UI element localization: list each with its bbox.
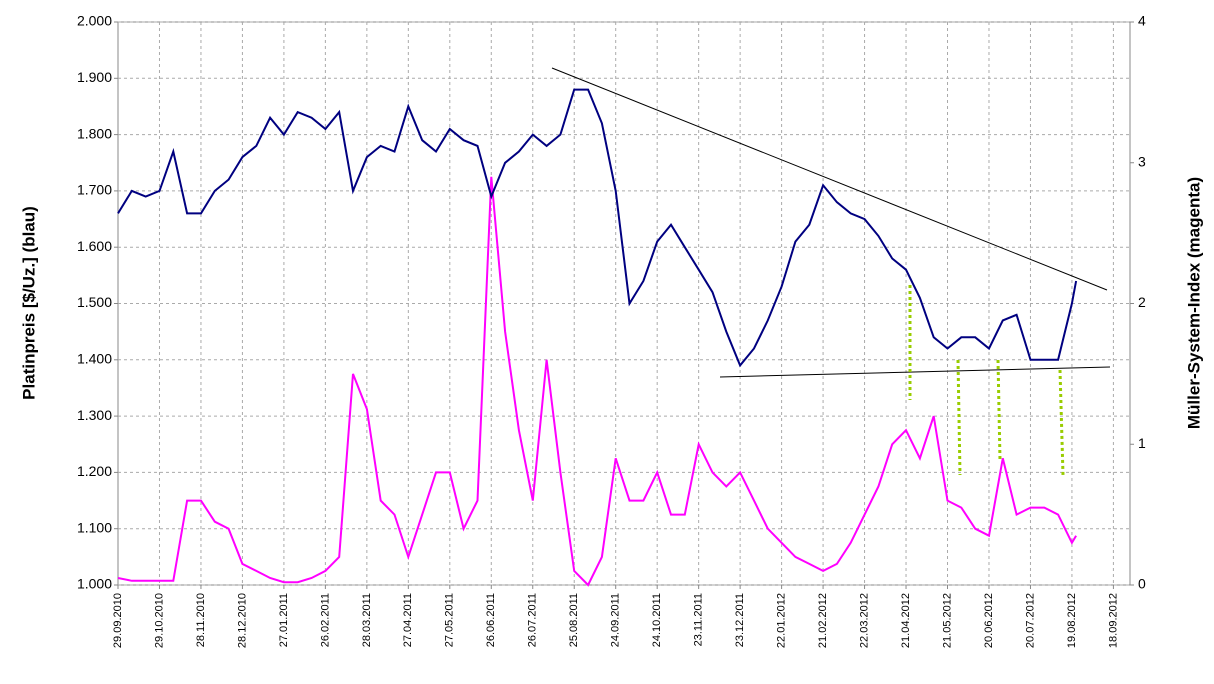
x-tick-label: 27.04.2011 [402, 593, 414, 647]
x-tick-label: 20.06.2012 [983, 593, 995, 648]
y-tick-label: 1.800 [77, 125, 112, 141]
y2-tick-label: 0 [1138, 576, 1146, 592]
y2-tick-label: 2 [1138, 294, 1146, 310]
annotations [551, 67, 1111, 476]
y2-tick-label: 3 [1138, 153, 1146, 169]
x-tick-label: 23.12.2011 [734, 593, 746, 647]
y-tick-label: 1.400 [77, 351, 112, 367]
x-tick-label: 27.01.2011 [278, 593, 290, 647]
x-tick-label: 26.06.2011 [485, 593, 497, 647]
x-tick-label: 24.10.2011 [651, 593, 663, 647]
x-tick-label: 24.09.2011 [610, 593, 622, 647]
x-tick-label: 28.11.2010 [195, 593, 207, 647]
x-tick-label: 28.03.2011 [361, 593, 373, 647]
marker-line [1058, 369, 1065, 476]
x-tick-label: 21.05.2012 [941, 593, 953, 648]
y-tick-label: 1.900 [77, 69, 112, 85]
x-tick-label: 26.02.2011 [319, 593, 331, 647]
x-tick-label: 29.09.2010 [112, 593, 124, 648]
y-tick-label: 1.600 [77, 238, 112, 254]
x-tick-label: 20.07.2012 [1024, 593, 1036, 648]
y-tick-label: 1.200 [77, 463, 112, 479]
x-tick-label: 28.12.2010 [236, 593, 248, 648]
marker-line [956, 359, 962, 476]
y-tick-label: 1.000 [77, 576, 112, 592]
y-tick-label: 1.100 [77, 519, 112, 535]
x-tick-label: 25.08.2011 [568, 593, 580, 647]
x-tick-label: 21.04.2012 [900, 593, 912, 648]
marker-line [996, 359, 1002, 461]
x-tick-label: 22.01.2012 [776, 593, 788, 648]
x-tick-label: 26.07.2011 [527, 593, 539, 647]
y2-axis-label: Müller-System-Index (magenta) [1184, 177, 1203, 429]
x-tick-label: 27.05.2011 [444, 593, 456, 647]
x-tick-label: 23.11.2011 [693, 593, 705, 646]
x-tick-label: 18.09.2012 [1107, 593, 1119, 648]
y-tick-label: 1.500 [77, 294, 112, 310]
series-line [117, 176, 1077, 587]
x-tick-label: 21.02.2012 [817, 593, 829, 648]
y-axis-label: Platinpreis [$/Uz.] (blau) [19, 206, 38, 400]
trend-line [551, 67, 1108, 291]
x-tick-label: 19.08.2012 [1066, 593, 1078, 648]
y2-tick-label: 1 [1138, 435, 1146, 451]
trend-line [719, 366, 1111, 378]
y2-tick-label: 4 [1138, 13, 1146, 29]
y-tick-label: 1.300 [77, 407, 112, 423]
y-tick-label: 1.700 [77, 182, 112, 198]
x-tick-label: 22.03.2012 [858, 593, 870, 648]
series-line [117, 88, 1078, 368]
x-tick-label: 29.10.2010 [153, 593, 165, 648]
y-tick-label: 2.000 [77, 13, 112, 29]
